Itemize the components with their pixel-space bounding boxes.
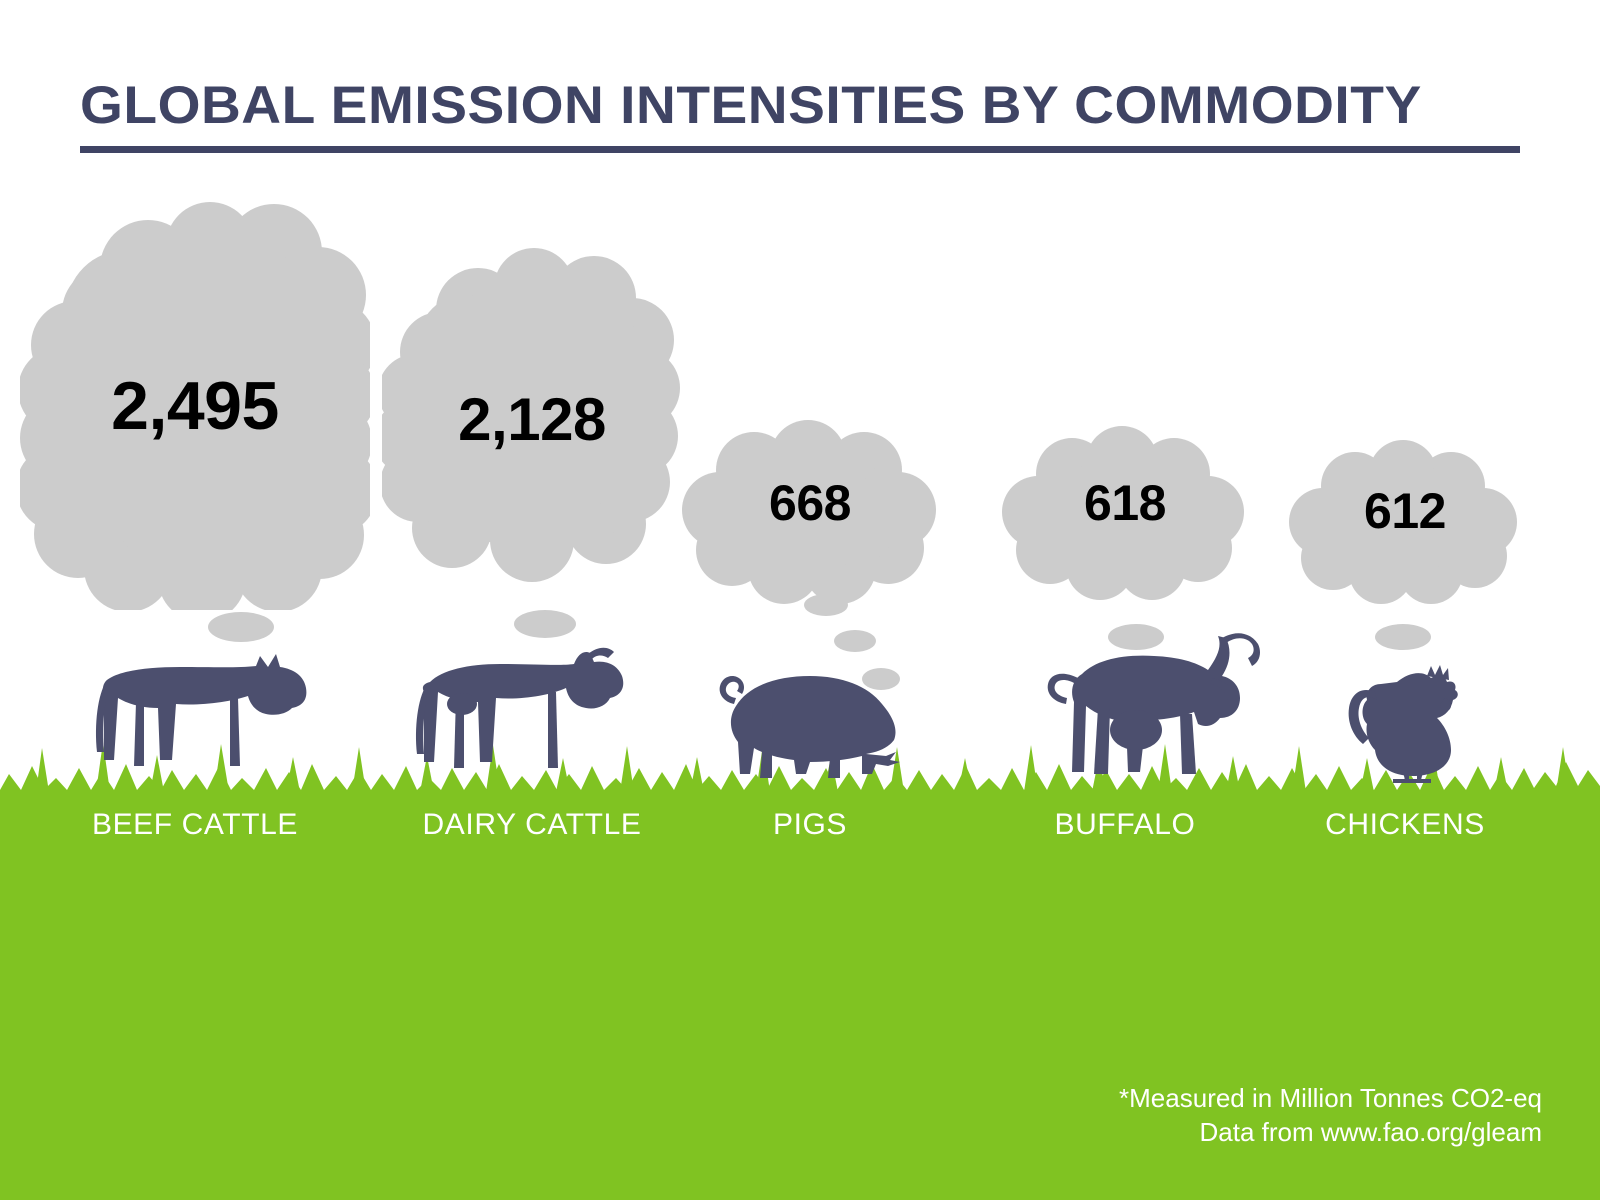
thought-cloud-icon — [374, 248, 680, 582]
cow-silhouette-icon — [96, 654, 307, 766]
title-block: GLOBAL EMISSION INTENSITIES BY COMMODITY — [80, 78, 1520, 153]
chicken-silhouette-icon — [1348, 665, 1458, 783]
emission-cloud-buffalo: 618 — [1000, 424, 1250, 604]
commodity-column-beef-cattle[interactable]: 2,495 BEEF CATTLE — [16, 0, 378, 1200]
title-underline-rule — [80, 146, 1520, 153]
thought-puff-pigs-medium — [834, 630, 876, 652]
footnote-unit-line: *Measured in Million Tonnes CO2-eq — [1119, 1083, 1542, 1113]
emission-value-dairy-cattle: 2,128 — [458, 386, 606, 453]
emission-cloud-pigs: 668 — [680, 418, 940, 608]
emission-value-chickens: 612 — [1364, 483, 1446, 539]
category-label-dairy-cattle: DAIRY CATTLE — [422, 808, 642, 841]
emission-cloud-dairy-cattle: 2,128 — [374, 240, 682, 590]
emission-value-pigs: 668 — [769, 475, 851, 531]
thought-cloud-icon — [16, 202, 378, 622]
commodity-column-dairy-cattle[interactable]: 2,128 DAIRY CATTLE — [374, 0, 682, 1200]
thought-puff-buffalo — [1108, 624, 1164, 650]
emission-value-buffalo: 618 — [1084, 475, 1166, 531]
emission-value-beef-cattle: 2,495 — [111, 368, 279, 444]
thought-puff-pigs-large — [804, 594, 848, 616]
thought-puff-beef-cattle — [208, 612, 274, 642]
thought-puff-pigs-small — [862, 668, 900, 690]
commodity-column-pigs[interactable]: 668 PIGS — [680, 0, 940, 1200]
category-label-pigs: PIGS — [772, 808, 848, 841]
thought-cloud-icon — [1002, 426, 1244, 600]
thought-cloud-icon — [1289, 440, 1517, 604]
category-label-buffalo: BUFFALO — [1054, 808, 1196, 841]
page-title: GLOBAL EMISSION INTENSITIES BY COMMODITY — [80, 76, 1422, 135]
thought-cloud-icon — [682, 420, 936, 604]
category-label-beef-cattle: BEEF CATTLE — [91, 808, 299, 841]
buffalo-silhouette-icon — [1047, 633, 1260, 774]
footnote-source-line: Data from www.fao.org/gleam — [1199, 1116, 1542, 1147]
thought-puff-chickens — [1375, 624, 1431, 650]
emission-cloud-chickens: 612 — [1285, 438, 1525, 608]
emission-cloud-beef-cattle: 2,495 — [16, 190, 378, 622]
commodity-column-chickens[interactable]: 612 CHICKENS — [1285, 0, 1525, 1200]
dairy-cow-silhouette-icon — [416, 647, 624, 768]
pig-silhouette-icon — [719, 676, 900, 778]
category-label-chickens: CHICKENS — [1325, 808, 1485, 841]
commodity-column-buffalo[interactable]: 618 BUFFALO — [1000, 0, 1260, 1200]
thought-puff-dairy-cattle — [514, 610, 576, 638]
footnote-block: *Measured in Million Tonnes CO2-eq Data … — [1119, 1082, 1542, 1150]
